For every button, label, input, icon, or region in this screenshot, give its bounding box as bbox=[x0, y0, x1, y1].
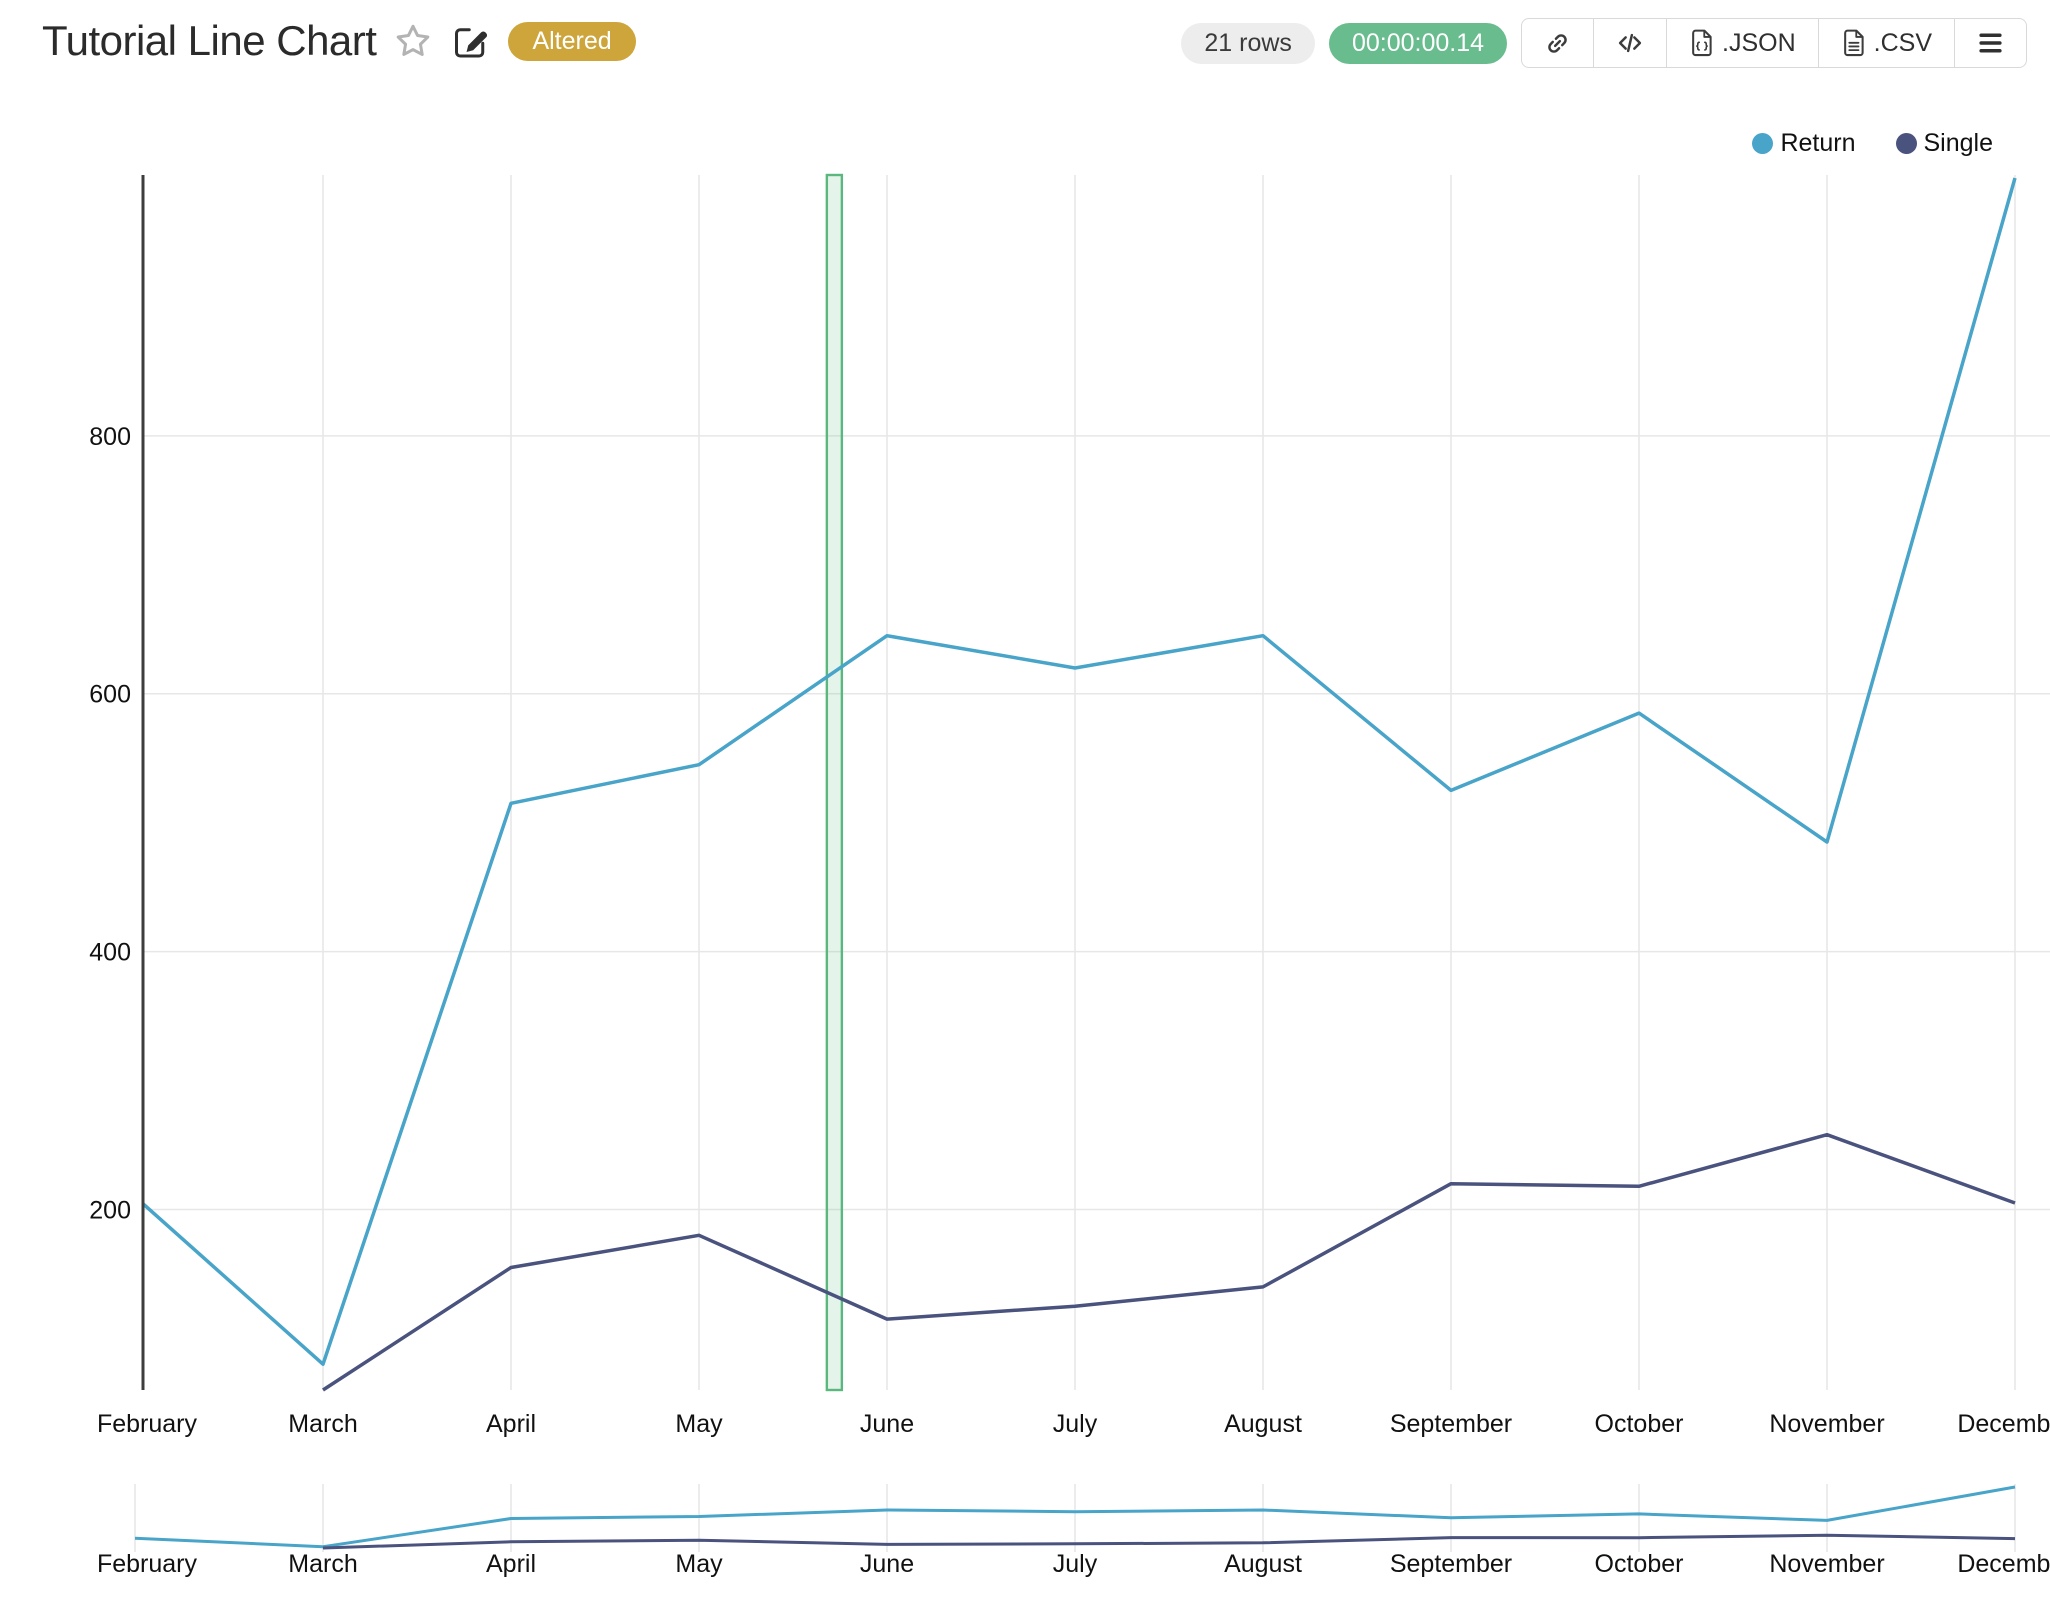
copy-link-button[interactable] bbox=[1522, 19, 1593, 67]
svg-text:July: July bbox=[1053, 1410, 1098, 1438]
svg-text:December: December bbox=[1957, 1410, 2050, 1438]
svg-text:October: October bbox=[1595, 1410, 1684, 1438]
svg-text:September: September bbox=[1390, 1410, 1512, 1438]
query-duration-badge: 00:00:00.14 bbox=[1328, 22, 1508, 64]
minimap-line-return bbox=[134, 1485, 2016, 1549]
row-count-badge: 21 rows bbox=[1181, 22, 1315, 64]
embed-code-button[interactable] bbox=[1593, 19, 1666, 67]
svg-text:March: March bbox=[288, 1410, 357, 1438]
svg-text:September: September bbox=[1390, 1550, 1512, 1578]
svg-text:600: 600 bbox=[89, 681, 131, 709]
export-csv-button[interactable]: .CSV bbox=[1817, 19, 1954, 67]
svg-text:February: February bbox=[97, 1410, 198, 1438]
svg-text:June: June bbox=[860, 1550, 914, 1578]
altered-badge: Altered bbox=[508, 21, 636, 61]
svg-text:November: November bbox=[1769, 1550, 1884, 1578]
chart-legend: Return Single bbox=[1752, 129, 1993, 158]
menu-button[interactable] bbox=[1954, 19, 2026, 67]
edit-pencil-icon bbox=[455, 28, 488, 58]
export-csv-label: .CSV bbox=[1873, 28, 1932, 57]
code-icon bbox=[1618, 33, 1642, 53]
svg-text:November: November bbox=[1769, 1410, 1884, 1438]
series-line-return[interactable] bbox=[135, 177, 2017, 1366]
series-line-single[interactable] bbox=[322, 1132, 2016, 1392]
svg-text:May: May bbox=[675, 1410, 723, 1438]
svg-text:December: December bbox=[1957, 1550, 2050, 1578]
header: Tutorial Line Chart Altered 21 rows 00:0… bbox=[0, 0, 2050, 90]
svg-text:June: June bbox=[860, 1410, 914, 1438]
legend-item-single[interactable]: Single bbox=[1895, 129, 1994, 158]
export-json-button[interactable]: .JSON bbox=[1666, 19, 1818, 67]
svg-text:400: 400 bbox=[89, 939, 131, 967]
page-title: Tutorial Line Chart bbox=[42, 17, 377, 64]
svg-text:May: May bbox=[675, 1550, 723, 1578]
x-axis-labels: February March April May June July August Septe… bbox=[97, 1410, 2050, 1438]
minimap-line-single bbox=[322, 1533, 2016, 1550]
menu-icon bbox=[1979, 33, 2002, 53]
svg-text:April: April bbox=[486, 1550, 536, 1578]
svg-text:July: July bbox=[1053, 1550, 1098, 1578]
svg-text:October: October bbox=[1595, 1550, 1684, 1578]
csv-file-icon bbox=[1843, 29, 1864, 57]
highlight-band[interactable] bbox=[825, 173, 844, 1392]
favorite-star-button[interactable] bbox=[394, 22, 432, 60]
y-axis-labels: 200 400 600 800 bbox=[89, 423, 131, 1225]
legend-dot-return bbox=[1752, 133, 1774, 154]
legend-dot-single bbox=[1895, 133, 1917, 154]
star-icon bbox=[397, 24, 430, 56]
svg-text:August: August bbox=[1224, 1410, 1302, 1438]
link-icon bbox=[1548, 33, 1567, 53]
gridlines bbox=[143, 175, 2050, 1390]
svg-text:April: April bbox=[486, 1410, 536, 1438]
legend-label-single: Single bbox=[1923, 129, 1994, 157]
svg-text:200: 200 bbox=[89, 1196, 131, 1224]
json-file-icon bbox=[1692, 29, 1712, 57]
legend-label-return: Return bbox=[1780, 129, 1856, 157]
edit-button[interactable] bbox=[452, 23, 488, 59]
export-toolbar: .JSON .CSV bbox=[1521, 18, 2027, 68]
svg-text:March: March bbox=[288, 1550, 357, 1578]
legend-item-return[interactable]: Return bbox=[1752, 129, 1856, 158]
export-json-label: .JSON bbox=[1722, 28, 1796, 57]
svg-text:August: August bbox=[1224, 1550, 1302, 1578]
svg-text:February: February bbox=[97, 1550, 198, 1578]
svg-text:800: 800 bbox=[89, 423, 131, 451]
minimap[interactable]: February March April May June July August Septe… bbox=[97, 1484, 2050, 1578]
